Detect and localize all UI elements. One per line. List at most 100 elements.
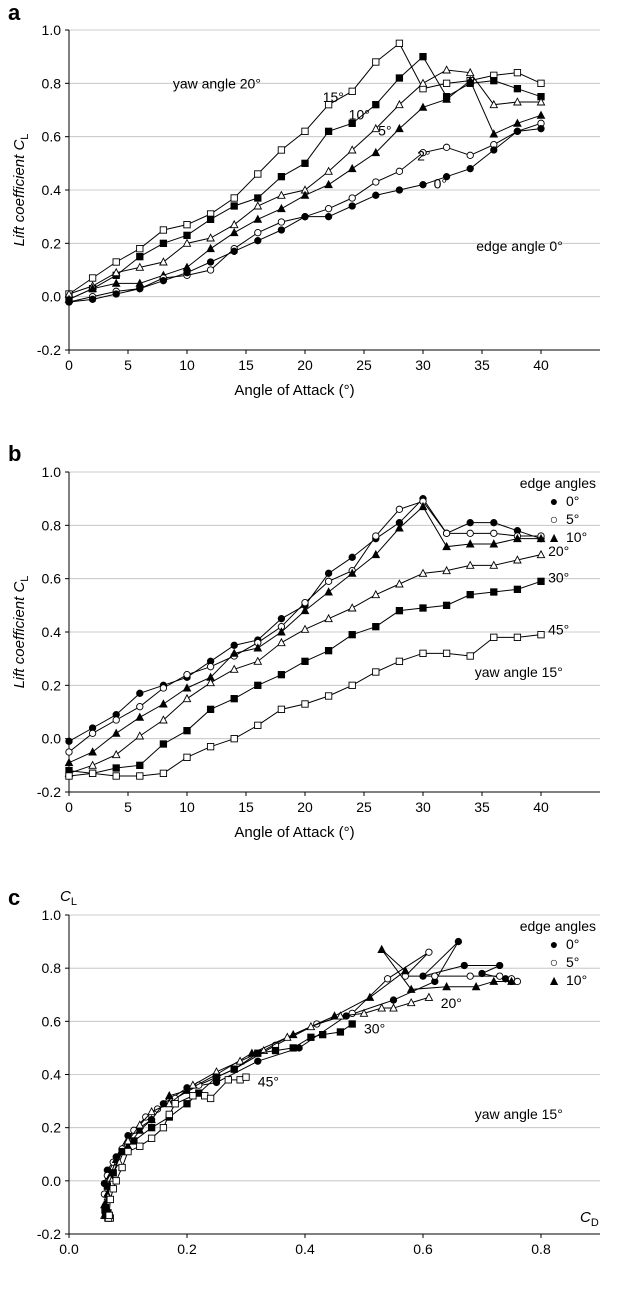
data-point [442, 65, 451, 74]
data-point [347, 163, 357, 173]
data-point [395, 39, 404, 47]
data-point [466, 519, 474, 527]
data-point [442, 601, 451, 609]
data-point [165, 1110, 173, 1119]
data-point [136, 245, 144, 253]
data-point [206, 677, 215, 687]
data-point [135, 262, 145, 271]
data-point [442, 94, 451, 103]
data-point [103, 1182, 112, 1190]
panel-annotation: yaw angle 15° [475, 664, 563, 680]
data-point [489, 99, 499, 109]
data-point [183, 1100, 191, 1108]
data-point [118, 1147, 126, 1156]
data-point [347, 145, 357, 154]
data-point [159, 699, 168, 708]
series-label: 5° [378, 122, 391, 138]
data-point [348, 1020, 356, 1028]
data-point [159, 740, 168, 748]
x-tick-label: 10 [179, 799, 195, 815]
data-point [513, 585, 522, 593]
data-point [395, 505, 404, 513]
legend-label: 5° [566, 954, 579, 970]
data-point [109, 1169, 117, 1177]
y-tick-label: 0.6 [42, 1013, 62, 1029]
legend-symbol: ● [550, 493, 558, 509]
data-point [513, 85, 522, 93]
series-label: 15° [323, 89, 344, 105]
data-point [147, 1124, 156, 1132]
data-point [478, 969, 486, 978]
data-point [88, 769, 97, 777]
data-point [164, 1098, 174, 1108]
data-point [489, 539, 499, 548]
series-10- [64, 501, 546, 767]
x-tick-label: 0.0 [59, 1241, 79, 1257]
data-point [123, 1136, 133, 1145]
data-point [490, 529, 498, 537]
data-point [537, 125, 545, 133]
x-axis-label-subscript: D [591, 1217, 599, 1229]
data-point [206, 705, 215, 713]
data-point [406, 997, 416, 1007]
data-point [513, 633, 522, 641]
data-point [253, 201, 263, 210]
series-5- [64, 75, 546, 303]
data-point [230, 1065, 238, 1073]
data-point [377, 944, 387, 954]
data-point [418, 102, 428, 111]
series-5- [65, 497, 545, 756]
data-point [229, 648, 239, 657]
x-tick-label: 0.2 [177, 1241, 197, 1257]
data-point [112, 290, 120, 298]
x-tick-label: 20 [297, 357, 313, 373]
data-point [336, 1028, 345, 1036]
data-point [513, 533, 522, 543]
y-tick-label: 0.2 [42, 235, 62, 251]
y-tick-label: -0.2 [37, 1226, 61, 1242]
x-tick-label: 0 [65, 799, 73, 815]
data-point [206, 258, 215, 266]
series-15- [65, 53, 545, 303]
data-point [182, 238, 192, 247]
data-point [254, 1049, 262, 1057]
y-tick-label: 0.0 [42, 289, 62, 305]
data-point [206, 215, 215, 223]
x-tick-label: 10 [179, 357, 195, 373]
data-point [147, 1134, 156, 1142]
data-point [324, 577, 333, 585]
data-point [88, 274, 97, 282]
x-tick-label: 40 [533, 357, 549, 373]
x-tick-label: 0.6 [413, 1241, 433, 1257]
data-point [395, 186, 404, 194]
legend-label: 10° [566, 529, 587, 545]
data-point [442, 529, 451, 537]
y-axis-label: CL [60, 888, 77, 908]
panel-annotation: yaw angle 15° [475, 1106, 563, 1122]
data-point [348, 553, 356, 561]
y-tick-label: 1.0 [42, 907, 62, 923]
data-point [300, 190, 310, 199]
data-point [471, 982, 481, 991]
data-point [301, 213, 309, 221]
data-point [419, 53, 427, 61]
data-point [348, 631, 356, 639]
data-point [400, 966, 410, 975]
y-tick-label: 1.0 [42, 464, 62, 480]
data-point [212, 1073, 221, 1081]
y-axis-label-text: Lift coefficient [11, 593, 28, 689]
data-point [171, 1100, 179, 1108]
series-line [103, 949, 512, 1205]
data-point [159, 769, 168, 777]
panel-annotation: edge angle 0° [476, 238, 563, 254]
data-point [300, 624, 310, 633]
data-point [301, 657, 309, 665]
data-point [348, 87, 356, 95]
series-45- [65, 631, 545, 780]
series-20- [64, 549, 546, 777]
data-point [88, 283, 97, 293]
data-point [324, 166, 333, 175]
series-10- [64, 65, 546, 298]
y-tick-label: 0.0 [42, 1173, 62, 1189]
data-point [372, 58, 380, 66]
